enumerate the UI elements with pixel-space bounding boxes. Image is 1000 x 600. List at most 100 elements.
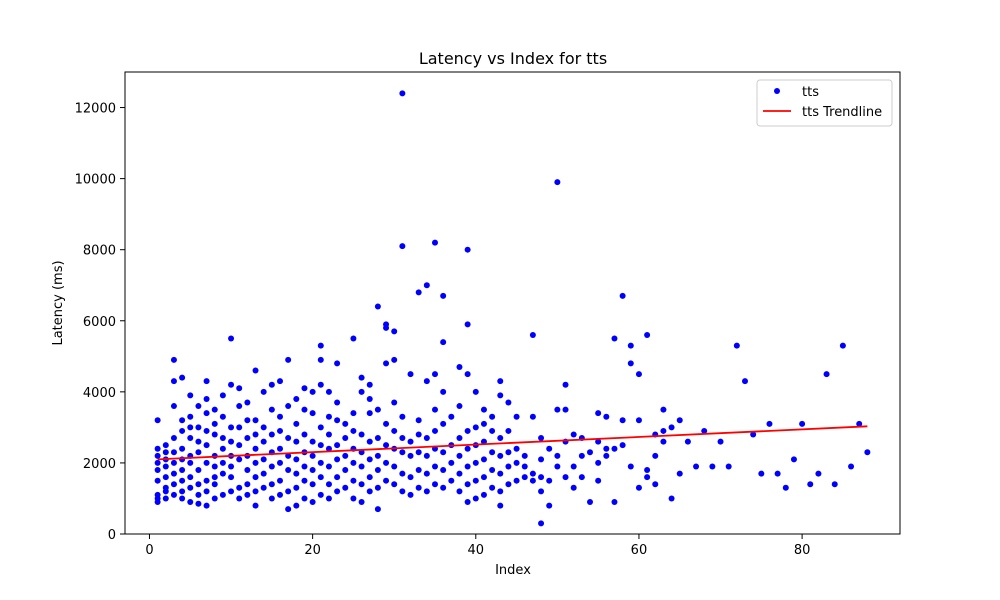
data-point bbox=[497, 502, 504, 509]
data-point bbox=[187, 499, 194, 506]
data-point bbox=[489, 413, 496, 420]
data-point bbox=[334, 360, 341, 367]
legend-label-trendline: tts Trendline bbox=[802, 105, 882, 120]
data-point bbox=[277, 378, 283, 385]
data-point bbox=[358, 481, 365, 488]
data-point bbox=[611, 335, 618, 342]
data-point bbox=[187, 424, 194, 431]
data-point bbox=[195, 467, 202, 474]
data-point bbox=[228, 438, 235, 445]
data-point bbox=[644, 467, 651, 474]
data-point bbox=[301, 463, 308, 470]
data-point bbox=[334, 442, 341, 449]
data-point bbox=[219, 413, 226, 420]
data-point bbox=[236, 442, 243, 449]
data-point bbox=[448, 459, 455, 466]
data-point bbox=[187, 459, 194, 466]
data-point bbox=[440, 388, 447, 395]
data-point bbox=[325, 481, 332, 488]
data-point bbox=[733, 342, 740, 349]
data-point bbox=[211, 463, 218, 470]
data-point bbox=[627, 342, 634, 349]
data-point bbox=[676, 470, 683, 477]
data-point bbox=[448, 477, 455, 484]
data-point bbox=[187, 435, 194, 442]
data-point bbox=[440, 449, 447, 456]
data-point bbox=[464, 445, 471, 452]
data-point bbox=[334, 399, 341, 406]
data-point bbox=[170, 403, 177, 410]
data-point bbox=[195, 403, 202, 410]
data-point bbox=[627, 463, 634, 470]
data-point bbox=[383, 360, 390, 367]
data-point bbox=[154, 417, 161, 424]
data-point bbox=[505, 481, 512, 488]
data-point bbox=[440, 339, 447, 346]
data-point bbox=[350, 477, 357, 484]
data-point bbox=[513, 477, 520, 484]
plot-frame bbox=[124, 71, 901, 535]
data-point bbox=[472, 388, 479, 395]
data-point bbox=[570, 463, 577, 470]
data-point bbox=[497, 392, 504, 399]
data-point bbox=[285, 467, 292, 474]
data-point bbox=[538, 435, 545, 442]
data-point bbox=[456, 403, 463, 410]
x-tick-label: 20 bbox=[304, 543, 321, 558]
data-point bbox=[301, 406, 308, 413]
data-point bbox=[195, 500, 202, 507]
data-point bbox=[611, 499, 618, 506]
data-point bbox=[758, 470, 765, 477]
data-point bbox=[244, 491, 251, 498]
data-point bbox=[219, 392, 226, 399]
data-point bbox=[154, 445, 161, 452]
data-point bbox=[277, 477, 283, 484]
data-point bbox=[293, 470, 300, 477]
data-point bbox=[848, 463, 855, 470]
data-point bbox=[252, 445, 259, 452]
data-point bbox=[750, 431, 757, 438]
data-point bbox=[489, 484, 496, 491]
data-point bbox=[391, 463, 398, 470]
x-tick-label: 80 bbox=[794, 543, 811, 558]
data-point bbox=[725, 463, 732, 470]
data-point bbox=[203, 378, 210, 385]
data-point bbox=[252, 367, 259, 374]
data-point bbox=[399, 413, 406, 420]
data-point bbox=[325, 463, 332, 470]
data-point bbox=[554, 463, 561, 470]
data-point bbox=[170, 470, 177, 477]
data-point bbox=[562, 406, 569, 413]
data-point bbox=[774, 470, 781, 477]
data-point bbox=[472, 477, 479, 484]
data-point bbox=[790, 456, 797, 463]
legend-marker-tts bbox=[774, 88, 780, 94]
data-point bbox=[358, 388, 365, 395]
data-point bbox=[489, 467, 496, 474]
data-point bbox=[309, 467, 316, 474]
data-point bbox=[268, 431, 275, 438]
data-point bbox=[366, 381, 373, 388]
data-point bbox=[170, 449, 177, 456]
data-point bbox=[554, 406, 561, 413]
y-tick-label: 2000 bbox=[83, 457, 116, 472]
data-point bbox=[374, 467, 381, 474]
data-point bbox=[676, 417, 683, 424]
data-point bbox=[228, 381, 235, 388]
data-point bbox=[374, 484, 381, 491]
data-point bbox=[244, 399, 251, 406]
axis-ticks: 0 20 40 60 80 0 2000 4000 6000 8000 10000 12000 bbox=[75, 102, 811, 558]
data-point bbox=[179, 374, 186, 381]
data-point bbox=[366, 474, 373, 481]
data-point bbox=[497, 452, 504, 459]
data-point bbox=[293, 484, 300, 491]
data-point bbox=[423, 452, 430, 459]
data-point bbox=[480, 420, 487, 427]
data-point bbox=[162, 488, 169, 495]
data-point bbox=[236, 403, 243, 410]
data-point bbox=[211, 420, 218, 427]
data-point bbox=[546, 502, 553, 509]
data-point bbox=[252, 431, 259, 438]
data-point bbox=[399, 470, 406, 477]
